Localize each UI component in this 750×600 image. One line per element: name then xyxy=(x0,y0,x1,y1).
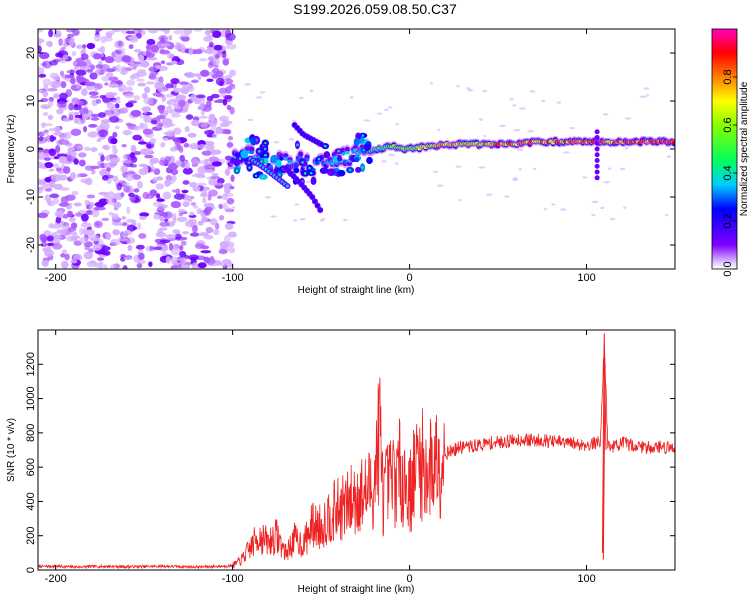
colorbar-tick-label: 0.6 xyxy=(722,117,734,132)
ridge-branch xyxy=(282,165,324,213)
x-tick-label: 0 xyxy=(407,272,413,284)
ridge xyxy=(229,132,675,186)
x-tick-label: -100 xyxy=(222,272,244,284)
x-tick-label: -200 xyxy=(45,272,67,284)
y-tick-label: -10 xyxy=(25,189,37,205)
y-tick-label: 0 xyxy=(25,146,37,152)
y-tick-label: 20 xyxy=(25,47,37,59)
y-tick-label: 800 xyxy=(25,424,37,442)
x-tick-label: 0 xyxy=(407,573,413,585)
x-tick-label: -200 xyxy=(45,573,67,585)
y-tick-label: 600 xyxy=(25,458,37,476)
colorbar-tick-label: 0.0 xyxy=(722,261,734,276)
x-tick-label: -100 xyxy=(222,573,244,585)
snr-series-line xyxy=(38,343,675,570)
ridge-smear xyxy=(594,129,600,181)
colorbar: 0.0 0.2 0.4 0.6 0.8 Normalized spectral ampl… xyxy=(711,28,750,277)
colorbar-tick-label: 0.8 xyxy=(722,69,734,84)
colorbar-tick-label: 0.4 xyxy=(722,165,734,180)
noise-region xyxy=(38,29,237,269)
ridge-branch xyxy=(247,155,291,190)
y-tick-label: 200 xyxy=(25,527,37,545)
y-tick-label: 0 xyxy=(25,567,37,573)
page-title: S199.2026.059.08.50.C37 xyxy=(293,1,457,17)
snr-spike-line xyxy=(601,333,607,560)
bottom-x-axis-label: Height of straight line (km) xyxy=(298,584,415,595)
bottom-y-axis-label: SNR (10 * v/v) xyxy=(6,418,17,482)
x-tick-label: 100 xyxy=(577,272,595,284)
colorbar-tick-label: 0.2 xyxy=(722,213,734,228)
top-x-axis-label: Height of straight line (km) xyxy=(298,285,415,296)
y-tick-label: 1200 xyxy=(25,352,37,376)
colorbar-label: Normalized spectral amplitude xyxy=(739,81,750,216)
ridge-branch xyxy=(291,122,325,148)
colorbar-gradient xyxy=(711,28,738,270)
y-tick-label: 10 xyxy=(25,95,37,107)
y-tick-label: -20 xyxy=(25,237,37,253)
x-tick-label: 100 xyxy=(577,573,595,585)
top-y-axis-label: Frequency (Hz) xyxy=(6,115,17,184)
y-tick-label: 1000 xyxy=(25,386,37,410)
y-tick-label: 400 xyxy=(25,492,37,510)
